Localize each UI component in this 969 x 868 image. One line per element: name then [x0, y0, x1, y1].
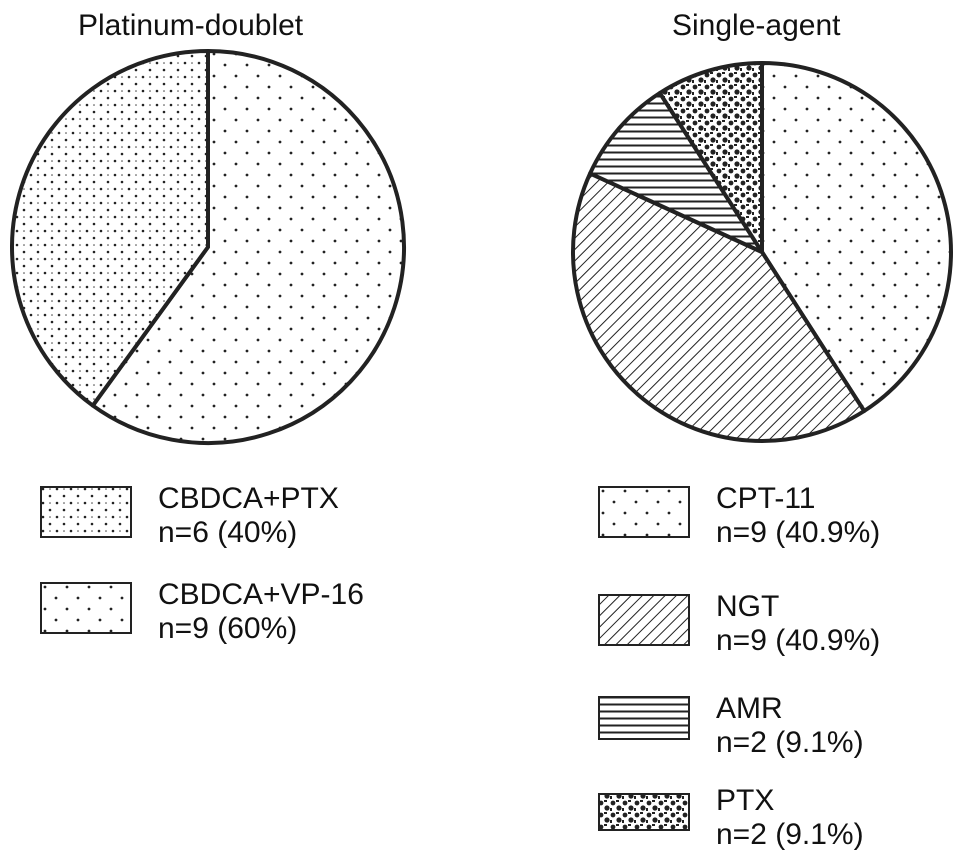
legend-text: CPT-11 n=9 (40.9%) [716, 482, 880, 550]
legend-swatch [40, 486, 132, 538]
right-pie-chart [571, 61, 953, 443]
left-pie-chart [10, 49, 406, 445]
pie-slice-ngt [571, 171, 867, 443]
legend-item-amr: AMR n=2 (9.1%) [598, 692, 958, 762]
legend-label: CBDCA+PTX [158, 482, 339, 515]
legend-item-cbdca-vp16: CBDCA+VP-16 n=9 (60%) [40, 578, 400, 648]
legend-text: AMR n=2 (9.1%) [716, 692, 864, 760]
legend-item-ngt: NGT n=9 (40.9%) [598, 590, 958, 660]
right-chart-title: Single-agent [672, 9, 841, 42]
legend-text: CBDCA+PTX n=6 (40%) [158, 482, 339, 550]
legend-label: NGT [716, 590, 780, 623]
legend-count: n=9 (40.9%) [716, 516, 881, 549]
legend-label: PTX [716, 784, 775, 817]
legend-count: n=9 (40.9%) [716, 624, 881, 657]
legend-swatch [598, 594, 690, 646]
legend-swatch [598, 793, 690, 831]
legend-label: CBDCA+VP-16 [158, 578, 364, 611]
legend-item-cbdca-ptx: CBDCA+PTX n=6 (40%) [40, 482, 400, 552]
pie-slice-cbdca-vp-16 [90, 49, 406, 445]
legend-swatch [40, 582, 132, 634]
legend-text: PTX n=2 (9.1%) [716, 784, 864, 852]
legend-item-cpt11: CPT-11 n=9 (40.9%) [598, 482, 958, 552]
legend-label: CPT-11 [716, 482, 816, 515]
legend-count: n=6 (40%) [158, 516, 298, 549]
legend-text: CBDCA+VP-16 n=9 (60%) [158, 578, 364, 646]
legend-count: n=2 (9.1%) [716, 818, 864, 851]
pie-slice-amr [588, 91, 764, 254]
pie-slice-cbdca-ptx [10, 49, 210, 408]
legend-swatch [598, 486, 690, 538]
legend-count: n=9 (60%) [158, 612, 298, 645]
legend-swatch [598, 696, 690, 740]
legend-text: NGT n=9 (40.9%) [716, 590, 880, 658]
legend-count: n=2 (9.1%) [716, 726, 864, 759]
pie-slice-ptx [657, 61, 764, 254]
legend-label: AMR [716, 692, 783, 725]
legend-item-ptx: PTX n=2 (9.1%) [598, 784, 958, 854]
left-chart-title: Platinum-doublet [78, 9, 304, 42]
